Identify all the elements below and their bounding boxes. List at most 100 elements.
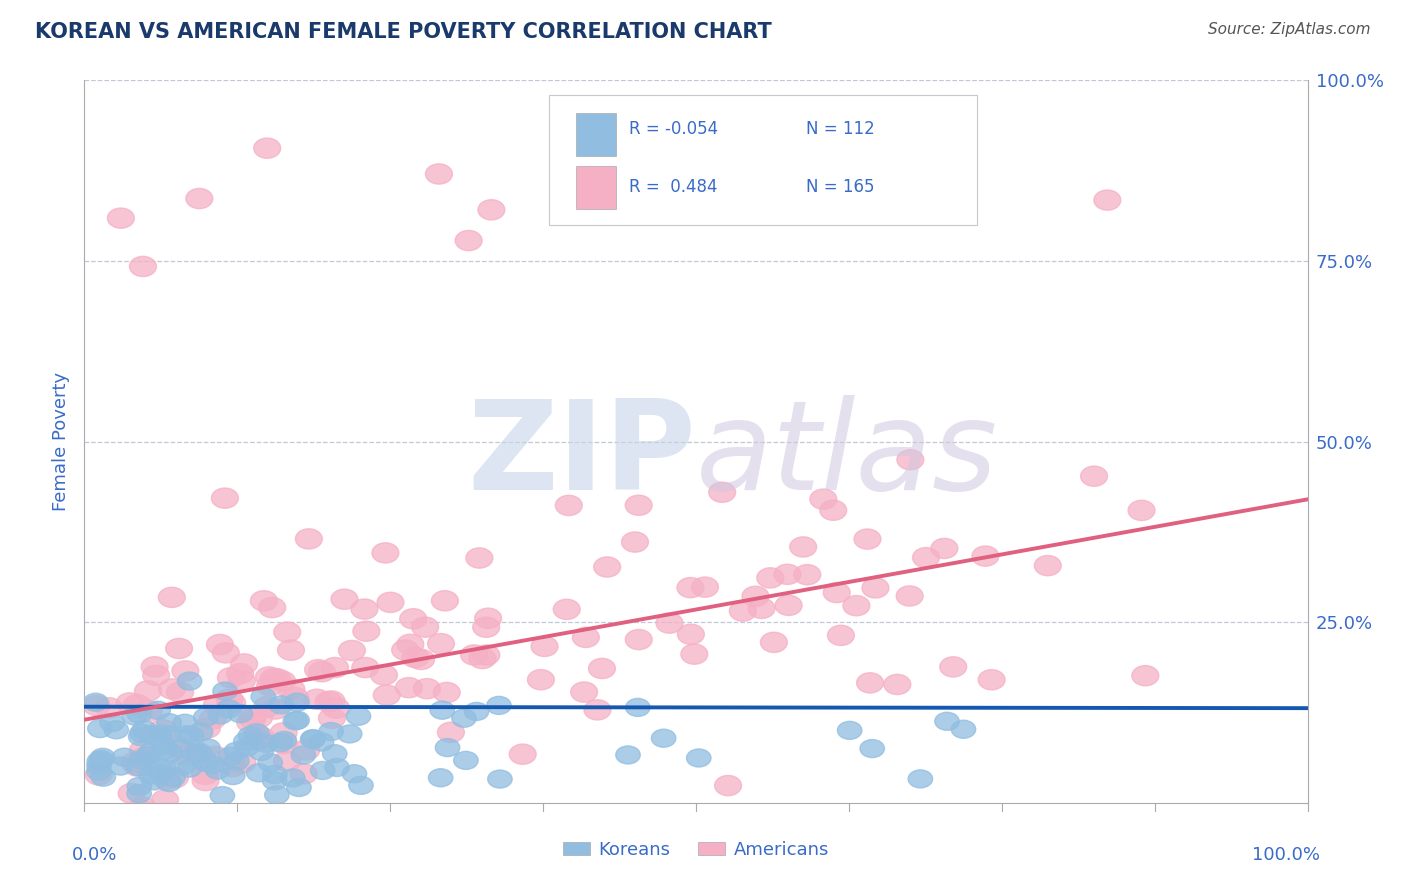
Ellipse shape [287,779,311,797]
Ellipse shape [714,775,741,796]
Ellipse shape [218,667,245,688]
Ellipse shape [465,548,494,568]
Ellipse shape [1132,665,1159,686]
Ellipse shape [177,759,202,777]
Ellipse shape [979,670,1005,690]
Ellipse shape [1128,500,1154,521]
Ellipse shape [83,696,110,715]
Ellipse shape [146,758,170,776]
Ellipse shape [184,744,208,762]
Ellipse shape [108,757,132,775]
Ellipse shape [323,698,350,718]
Ellipse shape [952,720,976,739]
Ellipse shape [748,599,775,618]
Ellipse shape [330,589,359,609]
Ellipse shape [392,640,419,660]
Ellipse shape [218,747,243,765]
Ellipse shape [173,714,197,732]
Ellipse shape [90,748,115,766]
Ellipse shape [478,200,505,220]
Ellipse shape [156,726,180,744]
Ellipse shape [626,495,652,516]
Ellipse shape [264,786,290,804]
Ellipse shape [678,624,704,644]
Ellipse shape [509,744,536,764]
Ellipse shape [127,778,152,796]
Ellipse shape [451,709,477,727]
Ellipse shape [256,667,283,687]
Ellipse shape [100,714,124,731]
Ellipse shape [238,727,263,745]
Ellipse shape [426,164,453,184]
Ellipse shape [790,537,817,558]
Ellipse shape [775,595,801,615]
Ellipse shape [651,729,676,747]
Ellipse shape [129,740,156,761]
Text: KOREAN VS AMERICAN FEMALE POVERTY CORRELATION CHART: KOREAN VS AMERICAN FEMALE POVERTY CORREL… [35,22,772,42]
Ellipse shape [429,769,453,787]
Ellipse shape [122,707,146,725]
Ellipse shape [149,764,173,782]
Ellipse shape [228,671,256,691]
Ellipse shape [239,708,266,729]
Ellipse shape [152,736,176,755]
Ellipse shape [250,591,277,611]
Ellipse shape [972,546,998,566]
Ellipse shape [527,670,554,690]
Ellipse shape [159,587,186,607]
Ellipse shape [157,714,181,731]
Ellipse shape [939,657,967,677]
Ellipse shape [371,665,398,685]
Ellipse shape [254,734,278,752]
Ellipse shape [897,450,924,470]
Ellipse shape [810,489,837,509]
Ellipse shape [828,625,855,646]
Text: 0.0%: 0.0% [72,847,118,864]
Ellipse shape [201,747,228,766]
Ellipse shape [908,770,932,788]
Ellipse shape [112,748,136,766]
Ellipse shape [283,712,308,730]
Ellipse shape [304,690,330,709]
Ellipse shape [193,771,219,790]
Ellipse shape [176,726,200,744]
Ellipse shape [295,529,322,549]
Ellipse shape [626,698,650,716]
Ellipse shape [488,770,512,788]
Ellipse shape [896,586,924,606]
Ellipse shape [626,630,652,649]
Ellipse shape [456,230,482,251]
Ellipse shape [127,705,152,723]
Ellipse shape [117,693,143,713]
FancyBboxPatch shape [550,95,977,225]
Ellipse shape [121,752,148,772]
Ellipse shape [228,705,253,723]
Ellipse shape [221,766,245,785]
Ellipse shape [118,783,145,804]
Ellipse shape [167,682,194,702]
Ellipse shape [305,659,332,680]
Ellipse shape [262,699,288,719]
Ellipse shape [89,750,114,769]
Ellipse shape [252,688,276,706]
Ellipse shape [209,787,235,805]
Ellipse shape [593,557,620,577]
Ellipse shape [247,727,274,747]
Text: N = 165: N = 165 [806,178,875,196]
Ellipse shape [437,723,464,742]
Ellipse shape [1094,190,1121,211]
Ellipse shape [160,769,186,787]
Ellipse shape [194,708,218,726]
Ellipse shape [135,681,162,701]
Ellipse shape [278,679,305,699]
Ellipse shape [290,764,318,784]
Ellipse shape [931,539,957,558]
Ellipse shape [129,797,156,817]
Ellipse shape [193,753,218,772]
Ellipse shape [319,708,346,729]
Ellipse shape [162,736,188,756]
FancyBboxPatch shape [576,112,616,156]
Ellipse shape [129,256,156,277]
Ellipse shape [219,693,246,713]
Ellipse shape [204,695,231,715]
